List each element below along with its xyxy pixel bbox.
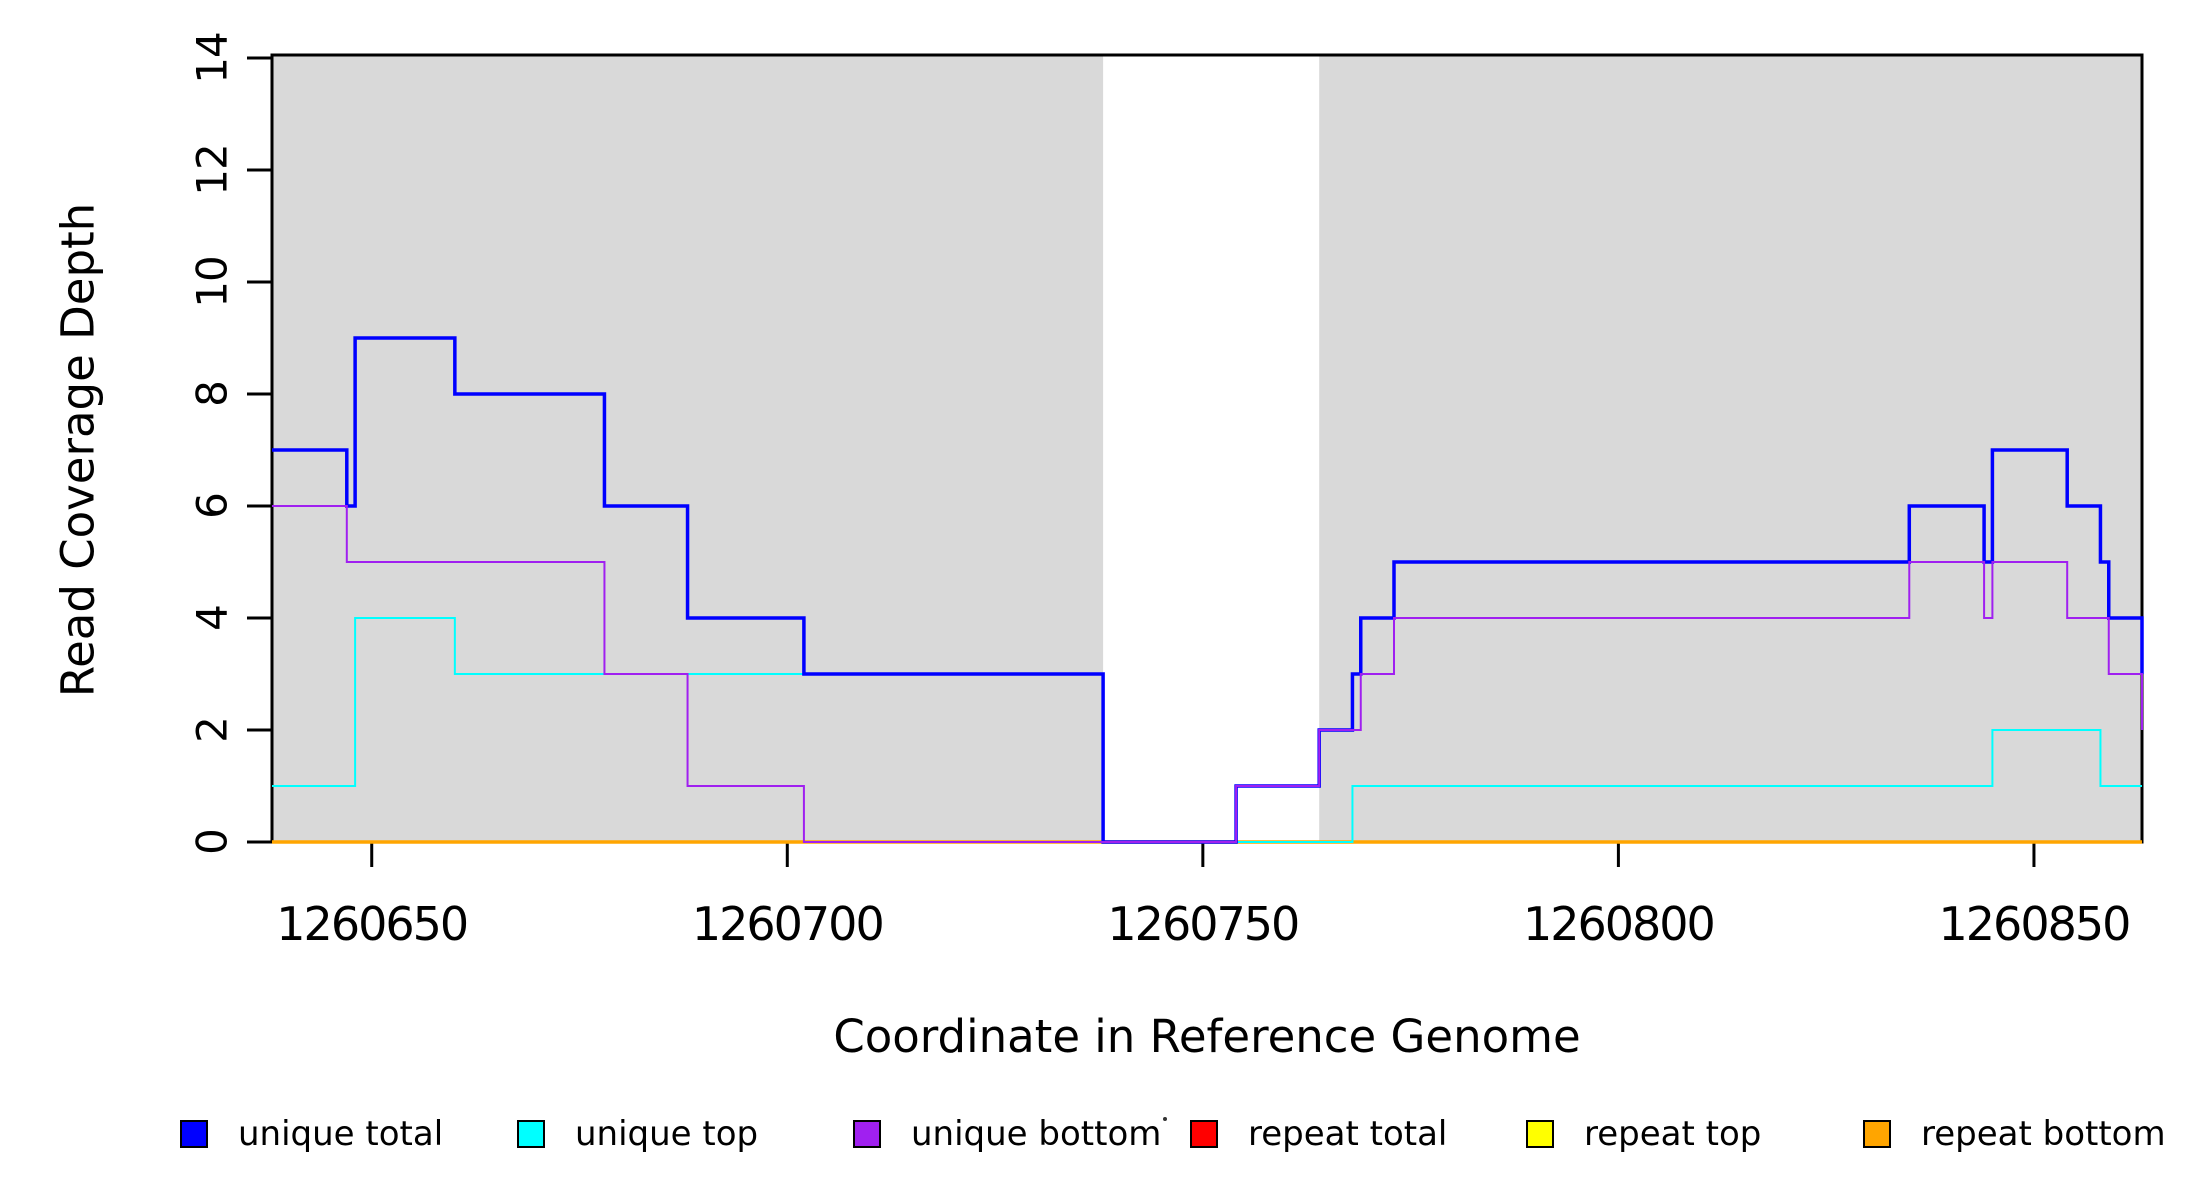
legend-swatch-icon [180, 1120, 208, 1148]
legend-label: repeat top [1584, 1114, 1762, 1154]
x-axis-title: Coordinate in Reference Genome [833, 1010, 1581, 1063]
y-tick-label: 14 [188, 32, 237, 83]
legend-swatch-icon [1190, 1120, 1218, 1148]
stray-dot-mark [1163, 1117, 1167, 1121]
y-tick-label: 8 [188, 381, 237, 407]
legend-swatch-icon [517, 1120, 545, 1148]
y-tick-label: 12 [188, 144, 237, 195]
legend-label: unique top [575, 1114, 759, 1154]
legend-label: unique bottom [911, 1114, 1162, 1154]
legend-label: repeat total [1248, 1114, 1448, 1154]
x-tick-label: 1260650 [276, 897, 467, 951]
legend-item-unique-top: unique top [517, 1114, 759, 1154]
y-tick-label: 6 [188, 493, 237, 519]
legend-item-unique-total: unique total [180, 1114, 444, 1154]
legend-item-unique-bottom: unique bottom [853, 1114, 1162, 1154]
legend-item-repeat-top: repeat top [1526, 1114, 1762, 1154]
y-tick-label: 4 [188, 605, 237, 631]
x-tick-label: 1260700 [692, 897, 883, 951]
y-tick-label: 10 [188, 256, 237, 307]
legend-label: unique total [238, 1114, 444, 1154]
legend-item-repeat-total: repeat total [1190, 1114, 1448, 1154]
legend-item-repeat-bottom: repeat bottom [1863, 1114, 2166, 1154]
x-tick-label: 1260850 [1939, 897, 2130, 951]
legend-swatch-icon [853, 1120, 881, 1148]
legend-swatch-icon [1526, 1120, 1554, 1148]
legend-swatch-icon [1863, 1120, 1891, 1148]
y-tick-label: 2 [188, 717, 237, 743]
legend-label: repeat bottom [1921, 1114, 2166, 1154]
y-tick-label: 0 [188, 829, 237, 855]
series-unique-bottom [272, 505, 2143, 843]
x-tick-label: 1260800 [1523, 897, 1714, 951]
x-tick-label: 1260750 [1107, 897, 1298, 951]
y-axis-title: Read Coverage Depth [51, 202, 105, 698]
